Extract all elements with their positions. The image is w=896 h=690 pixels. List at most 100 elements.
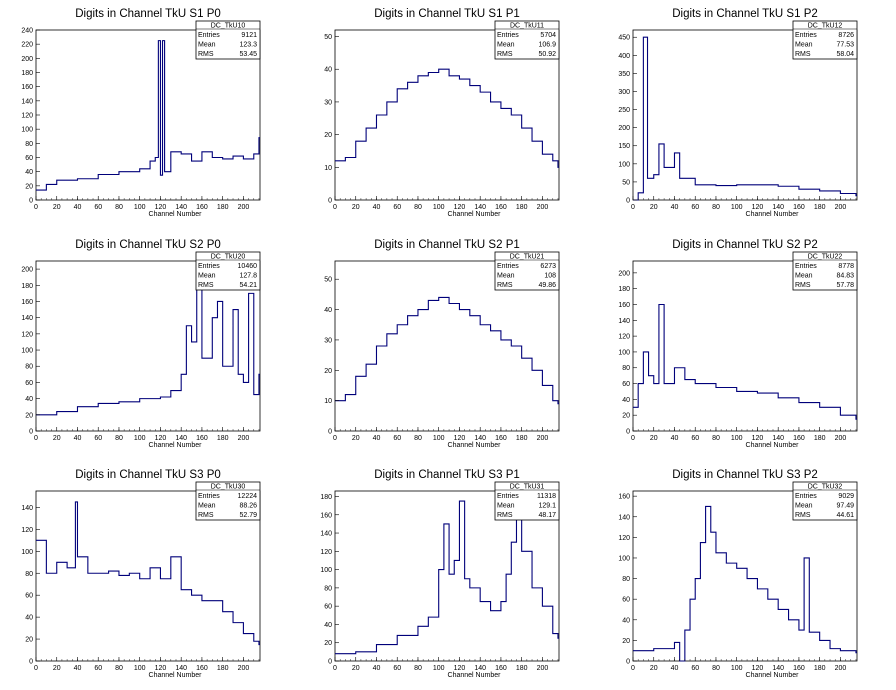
y-tick-label: 120 bbox=[618, 334, 630, 341]
x-tick-label: 120 bbox=[752, 204, 764, 211]
y-tick-label: 40 bbox=[324, 67, 332, 74]
x-tick-label: 160 bbox=[196, 435, 208, 442]
x-tick-label: 200 bbox=[537, 204, 549, 211]
stats-label: Entries bbox=[198, 493, 220, 500]
histogram-panel-3: Digits in Channel TkU S1 P20501001502002… bbox=[618, 8, 858, 218]
x-tick-label: 200 bbox=[238, 204, 250, 211]
stats-value: 106.9 bbox=[538, 42, 556, 49]
stats-name: DC_TkU22 bbox=[808, 254, 843, 261]
x-tick-label: 120 bbox=[752, 435, 764, 442]
stats-box bbox=[494, 251, 560, 291]
stats-value: 9029 bbox=[838, 493, 854, 500]
y-tick-label: 140 bbox=[21, 505, 33, 512]
x-tick-label: 140 bbox=[772, 435, 784, 442]
histogram-line bbox=[633, 505, 857, 662]
y-tick-label: 0 bbox=[328, 198, 332, 205]
x-tick-label: 160 bbox=[793, 435, 805, 442]
x-tick-label: 80 bbox=[712, 435, 720, 442]
histogram-panel-2: Digits in Channel TkU S1 P1 0 10 20 30 40 50 0 2… bbox=[324, 8, 560, 218]
stats-label: Mean bbox=[795, 42, 813, 49]
plot-frame bbox=[35, 260, 261, 432]
x-tick-label: 140 bbox=[772, 204, 784, 211]
histogram-panel-8: Digits in Channel TkU S3 P1 0 20 40 60 80 100 1… bbox=[320, 469, 560, 679]
stats-name: DC_TkU32 bbox=[808, 484, 843, 491]
x-tick-label: 100 bbox=[134, 435, 146, 442]
plot-frame bbox=[35, 490, 261, 662]
stats-value: 52.79 bbox=[239, 512, 257, 519]
x-tick-label: 20 bbox=[352, 204, 360, 211]
stats-label: RMS bbox=[795, 51, 811, 58]
x-tick-label: 60 bbox=[691, 204, 699, 211]
x-tick-label: 40 bbox=[671, 435, 679, 442]
y-tick-label: 200 bbox=[21, 56, 33, 63]
stats-label: RMS bbox=[198, 51, 214, 58]
x-tick-label: 80 bbox=[712, 665, 720, 672]
histogram-panel-4: Digits in Channel TkU S2 P0 0 20 40 60 80 100 1… bbox=[21, 239, 261, 449]
y-tick-label: 100 bbox=[618, 161, 630, 168]
x-axis-label: Channel Number bbox=[149, 211, 203, 218]
x-tick-label: 20 bbox=[53, 204, 61, 211]
x-tick-label: 100 bbox=[433, 665, 445, 672]
x-tick-label: 60 bbox=[393, 665, 401, 672]
y-tick-label: 100 bbox=[618, 555, 630, 562]
histogram-line bbox=[335, 296, 559, 405]
stats-name: DC_TkU31 bbox=[510, 484, 545, 491]
x-tick-label: 100 bbox=[731, 204, 743, 211]
stats-label: RMS bbox=[497, 282, 513, 289]
stats-value: 10460 bbox=[238, 263, 258, 270]
stats-name: DC_TkU20 bbox=[211, 254, 246, 261]
x-tick-label: 160 bbox=[793, 665, 805, 672]
x-tick-label: 180 bbox=[814, 435, 826, 442]
stats-label: Entries bbox=[198, 263, 220, 270]
y-tick-label: 200 bbox=[618, 125, 630, 132]
stats-value: 5704 bbox=[540, 32, 556, 39]
x-axis-label: Channel Number bbox=[149, 442, 203, 449]
x-tick-label: 180 bbox=[516, 665, 528, 672]
y-tick-label: 50 bbox=[324, 277, 332, 284]
y-tick-label: 0 bbox=[626, 429, 630, 436]
x-tick-label: 160 bbox=[495, 665, 507, 672]
stats-value: 48.17 bbox=[538, 512, 556, 519]
y-tick-label: 160 bbox=[618, 302, 630, 309]
x-tick-label: 180 bbox=[814, 665, 826, 672]
y-tick-label: 160 bbox=[320, 512, 332, 519]
x-tick-label: 120 bbox=[155, 435, 167, 442]
x-tick-label: 80 bbox=[115, 204, 123, 211]
stats-value: 44.61 bbox=[836, 512, 854, 519]
y-tick-label: 40 bbox=[25, 169, 33, 176]
stats-value: 129.1 bbox=[538, 503, 556, 510]
panel-title: Digits in Channel TkU S3 P2 bbox=[672, 469, 818, 481]
stats-box bbox=[494, 481, 560, 521]
x-tick-label: 20 bbox=[53, 435, 61, 442]
x-tick-label: 0 bbox=[333, 435, 337, 442]
y-tick-label: 80 bbox=[25, 571, 33, 578]
stats-value: 127.8 bbox=[239, 273, 257, 280]
stats-label: RMS bbox=[497, 51, 513, 58]
stats-box bbox=[195, 481, 261, 521]
stats-value: 8726 bbox=[838, 32, 854, 39]
histogram-panel-1: Digits in Channel TkU S1 P0 0 20 40 60 80 100 1… bbox=[21, 8, 261, 218]
y-tick-label: 300 bbox=[618, 89, 630, 96]
y-tick-label: 30 bbox=[324, 337, 332, 344]
stats-label: Mean bbox=[198, 273, 216, 280]
x-tick-label: 120 bbox=[752, 665, 764, 672]
x-tick-label: 160 bbox=[793, 204, 805, 211]
x-tick-label: 160 bbox=[495, 204, 507, 211]
y-tick-label: 0 bbox=[328, 429, 332, 436]
panel-title: Digits in Channel TkU S3 P0 bbox=[75, 469, 221, 481]
stats-label: Entries bbox=[795, 263, 817, 270]
x-tick-label: 60 bbox=[94, 435, 102, 442]
x-tick-label: 200 bbox=[238, 665, 250, 672]
stats-label: RMS bbox=[198, 512, 214, 519]
y-tick-label: 80 bbox=[622, 576, 630, 583]
stats-value: 11318 bbox=[537, 493, 556, 500]
y-tick-label: 40 bbox=[622, 617, 630, 624]
y-tick-label: 160 bbox=[21, 84, 33, 91]
y-tick-label: 60 bbox=[25, 593, 33, 600]
plot-frame bbox=[632, 260, 858, 432]
x-tick-label: 0 bbox=[333, 665, 337, 672]
y-tick-label: 40 bbox=[622, 397, 630, 404]
stats-value: 50.92 bbox=[538, 51, 556, 58]
